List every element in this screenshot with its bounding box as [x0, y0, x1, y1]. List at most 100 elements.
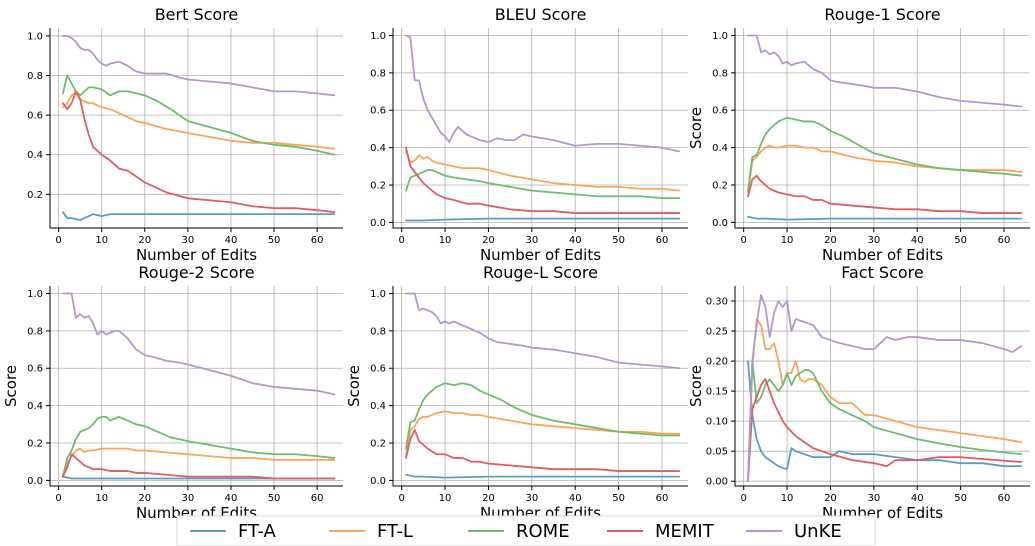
x-tick-label: 60: [311, 493, 324, 504]
legend-label-memit: MEMIT: [655, 521, 715, 542]
chart-fact-score: 0 10 20 30 40 50 60 0.00 0.05 0.10 0.15 0.20 0.25 0.3…: [687, 263, 1030, 522]
x-tick-label: 10: [95, 235, 108, 246]
x-tick-label: 20: [482, 235, 495, 246]
legend-label-ft-l: FT-L: [377, 521, 413, 542]
y-tick-label: 1.0: [27, 289, 43, 300]
y-axis-label: Score: [345, 365, 363, 407]
x-tick-label: 60: [656, 235, 669, 246]
series-line-memit: [405, 146, 681, 214]
x-tick-label: 40: [911, 493, 924, 504]
series-line-rome: [62, 74, 336, 156]
x-tick-label: 0: [398, 493, 404, 504]
series-line-memit: [62, 453, 336, 480]
y-tick-label: 0.2: [27, 439, 43, 450]
series-line-ft-l: [62, 447, 336, 476]
x-tick-label: 50: [612, 235, 625, 246]
x-tick-label: 10: [95, 493, 108, 504]
x-tick-label: 60: [656, 493, 669, 504]
chart-bleu-score: 0 10 20 30 40 50 60 0.0 0.2 0.4 0.6 0.8 1.0 BLEU Scor…: [370, 5, 688, 264]
x-tick-label: 0: [740, 235, 746, 246]
x-tick-label: 20: [824, 235, 837, 246]
y-tick-label: 0.0: [712, 218, 728, 229]
panels: 0 10 20 30 40 50 60 0.2 0.4 0.6 0.8 1.0 Bert Score Nu…: [2, 5, 1030, 522]
y-tick-label: 0.6: [712, 106, 728, 117]
series-line-ft-a: [62, 475, 336, 480]
x-tick-label: 20: [138, 493, 151, 504]
axis-spine: [734, 28, 1030, 229]
x-tick-label: 0: [55, 235, 61, 246]
y-tick-label: 0.2: [370, 439, 386, 450]
series-line-ft-a: [747, 360, 1023, 471]
x-tick-label: 50: [268, 235, 281, 246]
chart-title: BLEU Score: [495, 5, 587, 24]
y-axis-label: Score: [2, 365, 20, 407]
series-line-unke: [62, 292, 336, 396]
y-tick-label: 0.6: [370, 106, 386, 117]
chart-bert-score: 0 10 20 30 40 50 60 0.2 0.4 0.6 0.8 1.0 Bert Score Nu…: [27, 5, 343, 264]
y-tick-label: 0.0: [370, 218, 386, 229]
y-tick-label: 0.00: [706, 477, 728, 488]
legend-label-rome: ROME: [516, 521, 570, 542]
y-tick-label: 0.8: [370, 326, 386, 337]
series-line-memit: [405, 429, 681, 472]
series-line-memit: [747, 174, 1023, 214]
series-line-rome: [747, 360, 1023, 483]
y-tick-label: 0.8: [27, 71, 43, 82]
x-tick-label: 60: [311, 235, 324, 246]
legend: FT-A FT-L ROME MEMIT UnKE: [176, 515, 876, 546]
series-line-ft-l: [405, 410, 681, 457]
y-tick-label: 1.0: [712, 31, 728, 42]
y-tick-label: 1.0: [27, 31, 43, 42]
series-line-unke: [405, 292, 681, 370]
x-tick-label: 20: [138, 235, 151, 246]
x-tick-label: 10: [439, 235, 452, 246]
x-tick-label: 40: [911, 235, 924, 246]
x-tick-label: 30: [867, 493, 880, 504]
y-tick-label: 0.4: [370, 143, 386, 154]
chart-title: Rouge-2 Score: [138, 263, 254, 282]
x-axis-label: Number of Edits: [822, 246, 943, 264]
x-tick-label: 30: [525, 235, 538, 246]
x-tick-label: 10: [781, 493, 794, 504]
y-tick-label: 0.05: [706, 447, 728, 458]
series-line-ft-l: [747, 144, 1023, 194]
series-line-ft-l: [747, 318, 1023, 483]
legend-label-unke: UnKE: [794, 521, 842, 542]
x-tick-label: 60: [998, 235, 1011, 246]
x-tick-label: 30: [182, 493, 195, 504]
series-line-ft-a: [405, 473, 681, 479]
x-tick-label: 0: [740, 493, 746, 504]
series-line-rome: [405, 382, 681, 450]
y-tick-label: 0.4: [712, 143, 728, 154]
x-tick-label: 30: [182, 235, 195, 246]
y-tick-label: 0.30: [706, 297, 728, 308]
x-tick-label: 10: [781, 235, 794, 246]
x-tick-label: 0: [398, 235, 404, 246]
axis-spine: [49, 286, 343, 487]
y-tick-label: 1.0: [370, 289, 386, 300]
x-tick-label: 50: [954, 493, 967, 504]
legend-label-ft-a: FT-A: [238, 521, 276, 542]
y-tick-label: 0.0: [370, 476, 386, 487]
chart-rouge-l-score: 0 10 20 30 40 50 60 0.0 0.2 0.4 0.6 0.8 1.0 Rouge-L S…: [345, 263, 688, 522]
y-tick-label: 0.2: [712, 181, 728, 192]
y-tick-label: 0.8: [27, 326, 43, 337]
y-tick-label: 0.8: [370, 68, 386, 79]
y-tick-label: 0.10: [706, 417, 728, 428]
series-line-ft-l: [62, 92, 336, 150]
y-tick-label: 0.4: [27, 401, 43, 412]
axis-spine: [392, 286, 688, 487]
series-line-unke: [747, 294, 1023, 483]
y-tick-label: 0.6: [370, 364, 386, 375]
y-tick-label: 0.8: [712, 68, 728, 79]
x-tick-label: 0: [55, 493, 61, 504]
chart-rouge-2-score: 0 10 20 30 40 50 60 0.0 0.2 0.4 0.6 0.8 1.0 Rouge-2 S…: [2, 263, 343, 522]
x-tick-label: 50: [954, 235, 967, 246]
x-tick-label: 10: [439, 493, 452, 504]
y-tick-label: 1.0: [370, 31, 386, 42]
y-tick-label: 0.2: [27, 190, 43, 201]
series-line-unke: [62, 35, 336, 97]
series-line-ft-a: [747, 215, 1023, 221]
x-tick-label: 30: [525, 493, 538, 504]
